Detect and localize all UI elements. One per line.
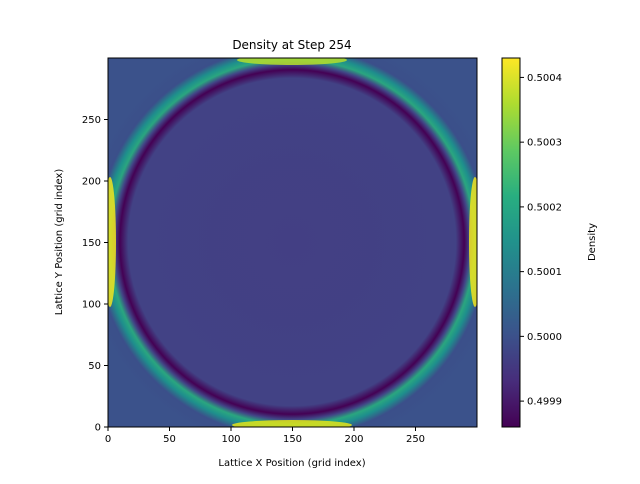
edge-glow-left <box>108 177 116 307</box>
y-tick-label: 150 <box>82 238 101 249</box>
chart-title: Density at Step 254 <box>232 38 351 52</box>
colorbar-label: Density <box>587 223 598 261</box>
y-tick-label: 0 <box>95 423 101 434</box>
x-tick-label: 50 <box>163 434 176 445</box>
y-tick-label: 100 <box>82 300 101 311</box>
x-tick-label: 150 <box>283 434 302 445</box>
y-tick-label: 250 <box>82 115 101 126</box>
colorbar-tick-label: 0.5004 <box>527 73 562 84</box>
x-tick-label: 200 <box>344 434 363 445</box>
edge-glow-right <box>469 177 477 307</box>
y-tick-label: 50 <box>88 361 101 372</box>
x-axis: 0 50 100 150 200 250 <box>105 427 425 445</box>
colorbar: 0.4999 0.5000 0.5001 0.5002 0.5003 0.5004 Den… <box>501 57 598 428</box>
colorbar-tick-label: 0.5002 <box>527 202 562 213</box>
edge-glow-top <box>237 58 347 65</box>
colorbar-tick-label: 0.5003 <box>527 138 562 149</box>
colorbar-frame <box>501 57 521 428</box>
heatmap-ring-field <box>108 58 477 427</box>
colorbar-tick-label: 0.5000 <box>527 332 562 343</box>
colorbar-tick-label: 0.5001 <box>527 267 562 278</box>
x-tick-label: 100 <box>221 434 240 445</box>
colorbar-gradient <box>502 58 520 427</box>
y-axis-label: Lattice Y Position (grid index) <box>54 169 65 316</box>
x-tick-label: 250 <box>406 434 425 445</box>
edge-glow-bottom <box>232 420 352 427</box>
colorbar-tick-label: 0.4999 <box>527 397 562 408</box>
x-tick-label: 0 <box>105 434 111 445</box>
colorbar-ticks: 0.4999 0.5000 0.5001 0.5002 0.5003 0.5004 <box>520 73 562 408</box>
y-tick-label: 200 <box>82 177 101 188</box>
x-axis-label: Lattice X Position (grid index) <box>218 458 365 469</box>
y-axis: 0 50 100 150 200 250 <box>82 115 108 434</box>
heatmap-area <box>108 58 477 427</box>
